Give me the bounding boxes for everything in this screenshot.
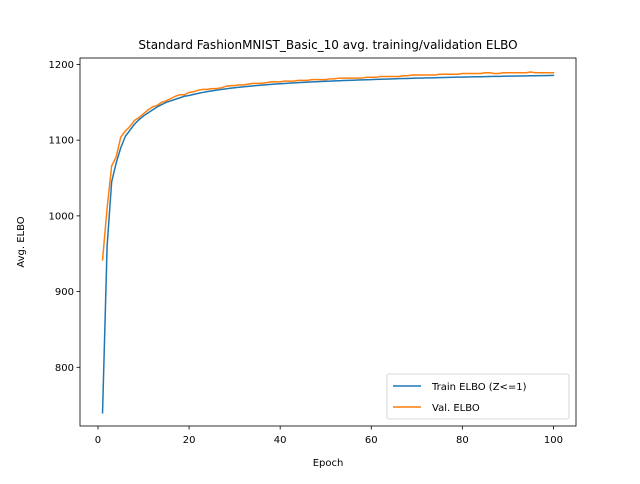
axes-frame (79, 57, 577, 427)
y-tick-label: 1100 (49, 136, 74, 147)
chart-title: Standard FashionMNIST_Basic_10 avg. trai… (138, 38, 517, 52)
legend: Train ELBO (Z<=1) Val. ELBO (386, 373, 570, 420)
train-elbo-line (101, 74, 555, 414)
legend-label-train: Train ELBO (Z<=1) (431, 382, 527, 393)
series-lines (101, 71, 555, 414)
axis-ticks: 0 20 40 60 80 100 800 900 1000 1100 1200 (49, 60, 563, 446)
y-tick-label: 1000 (49, 211, 74, 222)
x-tick-label: 100 (544, 435, 563, 446)
y-tick-label: 900 (55, 287, 74, 298)
x-tick-label: 20 (183, 435, 196, 446)
legend-label-val: Val. ELBO (432, 403, 480, 414)
y-axis-label: Avg. ELBO (16, 216, 27, 267)
x-tick-label: 80 (456, 435, 469, 446)
legend-box (386, 373, 570, 420)
y-tick-label: 800 (55, 363, 74, 374)
x-tick-label: 0 (95, 435, 101, 446)
x-tick-label: 60 (365, 435, 378, 446)
y-tick-label: 1200 (49, 60, 74, 71)
x-tick-label: 40 (274, 435, 287, 446)
x-axis-label: Epoch (313, 458, 344, 469)
val-elbo-line (101, 71, 555, 261)
